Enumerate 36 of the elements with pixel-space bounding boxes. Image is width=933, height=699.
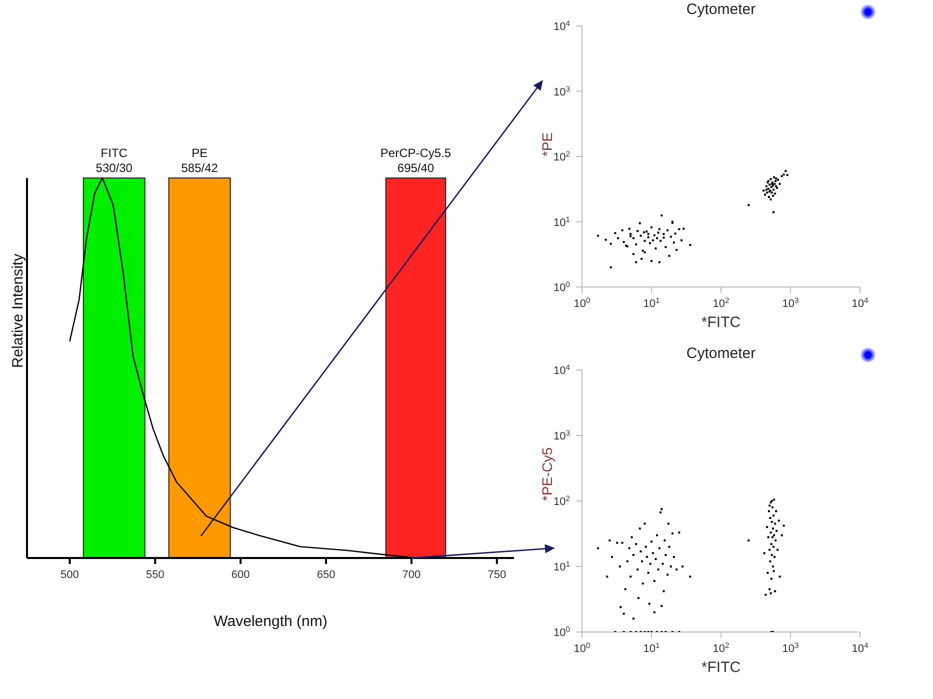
y-tick-label: 10$^{4}$ <box>553 18 571 33</box>
x-tick-label: 10$^{2}$ <box>712 640 730 655</box>
x-axis-title: Wavelength (nm) <box>214 613 328 630</box>
y-tick-label: 10$^{3}$ <box>553 428 570 442</box>
y-tick-label: 10$^{3}$ <box>553 84 570 98</box>
x-tick-label: 10$^{1}$ <box>643 640 660 655</box>
x-tick-label: 550 <box>146 569 164 581</box>
x-tick-label: 650 <box>316 569 336 581</box>
x-tick-label: 10$^{0}$ <box>574 296 590 310</box>
y-tick-label: 10$^{2}$ <box>553 149 570 164</box>
x-tick-label: 10$^{2}$ <box>712 296 730 310</box>
y-tick-label: 10$^{2}$ <box>553 494 570 508</box>
band-label: FITC 530/30 <box>96 146 133 175</box>
x-tick-label: 600 <box>231 569 250 581</box>
y-tick-label: 10$^{4}$ <box>553 362 571 377</box>
chart-title: Cytometer <box>685 1 757 18</box>
x-axis-title: *FITC <box>701 314 741 331</box>
x-axis-title: *FITC <box>701 659 741 676</box>
x-tick-label: 750 <box>488 569 506 581</box>
x-tick-label: 700 <box>402 569 421 581</box>
y-tick-label: 10$^{0}$ <box>553 280 570 294</box>
chart-title: Cytometer <box>685 345 757 362</box>
x-tick-label: 500 <box>60 569 79 581</box>
x-tick-label: 10$^{3}$ <box>782 296 799 310</box>
x-tick-label: 10$^{4}$ <box>852 640 869 655</box>
x-tick-label: 10$^{4}$ <box>852 296 869 310</box>
y-axis-title: *PE-Cy5 <box>538 447 555 501</box>
x-tick-label: 10$^{3}$ <box>782 640 799 655</box>
band-label: PE 585/42 <box>181 146 218 175</box>
band-label: PerCP-Cy5.5 695/40 <box>380 146 452 175</box>
y-axis-title: *PE <box>538 132 555 156</box>
y-tick-label: 10$^{0}$ <box>553 624 570 639</box>
x-tick-label: 10$^{1}$ <box>643 296 660 310</box>
x-tick-label: 10$^{0}$ <box>574 640 590 655</box>
y-axis-title: Relative Intensity <box>9 253 26 368</box>
y-tick-label: 10$^{1}$ <box>553 214 570 229</box>
